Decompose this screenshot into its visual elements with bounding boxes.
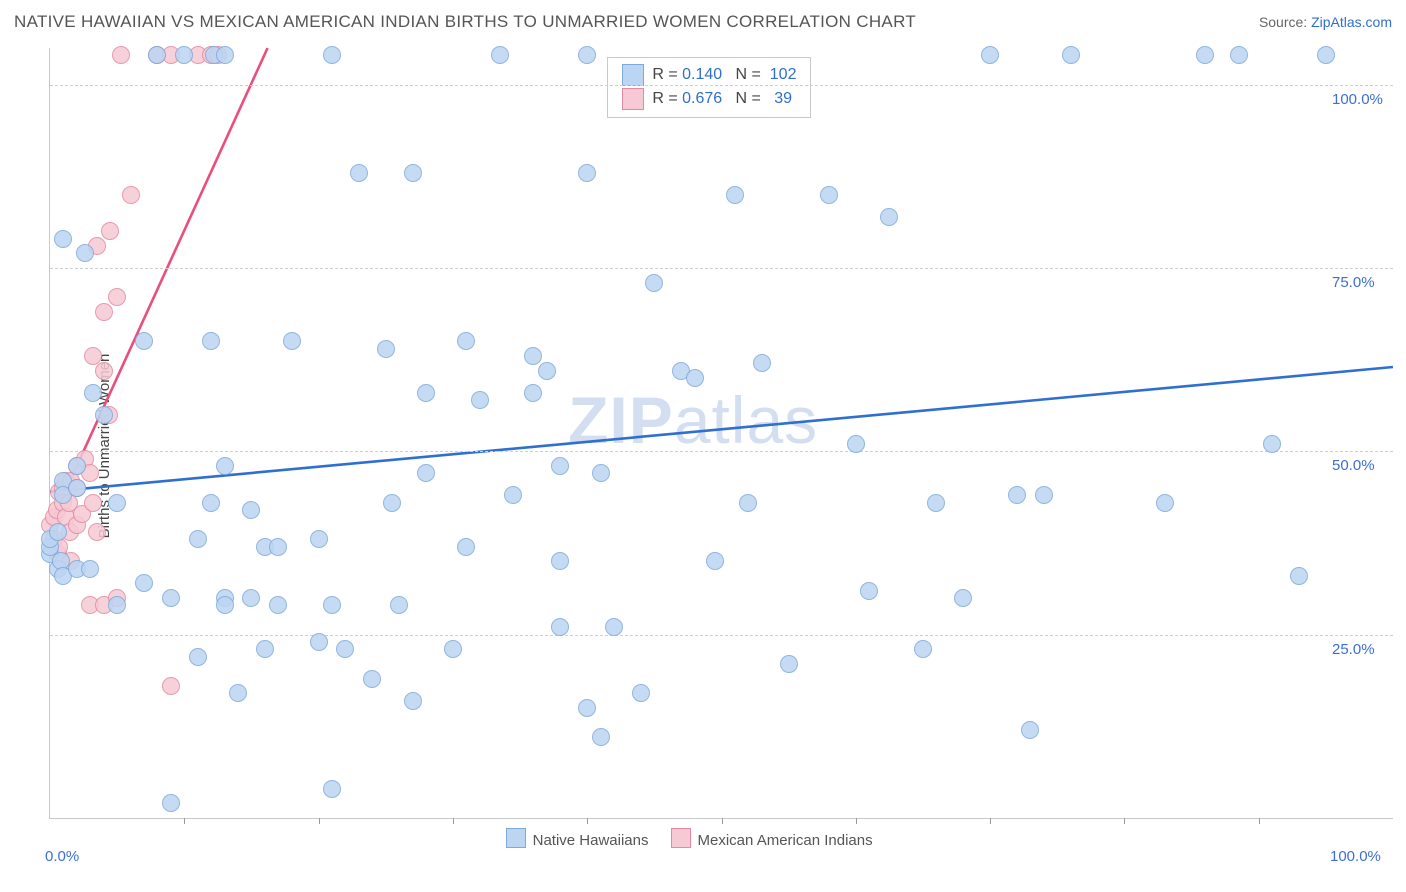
scatter-point (283, 332, 301, 350)
scatter-point (780, 655, 798, 673)
plot-area: ZIPatlas R = 0.140 N = 102R = 0.676 N = … (49, 48, 1393, 819)
scatter-point (820, 186, 838, 204)
series-swatch (622, 88, 644, 110)
scatter-point (592, 728, 610, 746)
scatter-point (1230, 46, 1248, 64)
scatter-point (753, 354, 771, 372)
x-tick (319, 818, 320, 824)
scatter-point (310, 633, 328, 651)
legend-item: Native Hawaiians (506, 828, 649, 849)
x-tick (722, 818, 723, 824)
series-swatch (506, 828, 526, 848)
scatter-point (68, 457, 86, 475)
gridline (50, 85, 1393, 86)
y-tick-label: 25.0% (1332, 641, 1375, 658)
scatter-point (880, 208, 898, 226)
scatter-point (1156, 494, 1174, 512)
scatter-point (323, 780, 341, 798)
scatter-point (88, 523, 106, 541)
scatter-point (538, 362, 556, 380)
x-tick (453, 818, 454, 824)
x-axis-series-legend: Native Hawaiians Mexican American Indians (506, 828, 873, 849)
scatter-point (592, 464, 610, 482)
scatter-point (1263, 435, 1281, 453)
y-tick-label: 75.0% (1332, 274, 1375, 291)
scatter-point (189, 530, 207, 548)
series-swatch (671, 828, 691, 848)
trend-lines (50, 48, 1393, 818)
y-tick-label: 50.0% (1332, 457, 1375, 474)
scatter-point (95, 303, 113, 321)
stats-text: R = 0.676 N = 39 (652, 87, 792, 111)
scatter-point (1290, 567, 1308, 585)
scatter-point (404, 692, 422, 710)
scatter-point (377, 340, 395, 358)
source-credit: Source: ZipAtlas.com (1259, 14, 1392, 30)
scatter-point (350, 164, 368, 182)
scatter-point (216, 457, 234, 475)
series-swatch (622, 64, 644, 86)
gridline (50, 635, 1393, 636)
scatter-point (269, 538, 287, 556)
x-tick (184, 818, 185, 824)
scatter-point (363, 670, 381, 688)
y-tick-label: 100.0% (1332, 91, 1383, 108)
legend-label: Mexican American Indians (698, 832, 873, 849)
scatter-point (84, 494, 102, 512)
x-tick (587, 818, 588, 824)
scatter-point (739, 494, 757, 512)
stats-row: R = 0.140 N = 102 (622, 63, 796, 87)
scatter-point (122, 186, 140, 204)
scatter-point (54, 230, 72, 248)
chart-title: NATIVE HAWAIIAN VS MEXICAN AMERICAN INDI… (14, 12, 916, 32)
scatter-point (189, 648, 207, 666)
scatter-point (49, 523, 67, 541)
scatter-point (68, 479, 86, 497)
x-axis-left-label: 0.0% (45, 848, 79, 865)
scatter-point (95, 362, 113, 380)
scatter-point (216, 46, 234, 64)
scatter-point (706, 552, 724, 570)
x-tick (990, 818, 991, 824)
scatter-point (202, 494, 220, 512)
source-link[interactable]: ZipAtlas.com (1311, 14, 1392, 30)
legend-label: Native Hawaiians (533, 832, 649, 849)
gridline (50, 451, 1393, 452)
scatter-point (686, 369, 704, 387)
scatter-point (81, 560, 99, 578)
scatter-point (95, 406, 113, 424)
scatter-point (216, 596, 234, 614)
x-axis-right-label: 100.0% (1330, 848, 1381, 865)
scatter-point (927, 494, 945, 512)
stats-text: R = 0.140 N = 102 (652, 63, 796, 87)
scatter-point (84, 384, 102, 402)
x-tick (1259, 818, 1260, 824)
scatter-point (404, 164, 422, 182)
scatter-point (457, 538, 475, 556)
scatter-point (726, 186, 744, 204)
stats-row: R = 0.676 N = 39 (622, 87, 796, 111)
scatter-point (162, 589, 180, 607)
scatter-point (162, 677, 180, 695)
scatter-point (847, 435, 865, 453)
legend-item: Mexican American Indians (671, 828, 873, 849)
stats-legend-box: R = 0.140 N = 102R = 0.676 N = 39 (607, 57, 811, 118)
gridline (50, 268, 1393, 269)
scatter-point (310, 530, 328, 548)
scatter-point (108, 494, 126, 512)
x-tick (1124, 818, 1125, 824)
scatter-point (860, 582, 878, 600)
scatter-point (1062, 46, 1080, 64)
scatter-point (471, 391, 489, 409)
source-label: Source: (1259, 14, 1311, 30)
trend-line (50, 367, 1393, 492)
scatter-point (578, 164, 596, 182)
scatter-point (645, 274, 663, 292)
scatter-point (417, 384, 435, 402)
x-tick (856, 818, 857, 824)
